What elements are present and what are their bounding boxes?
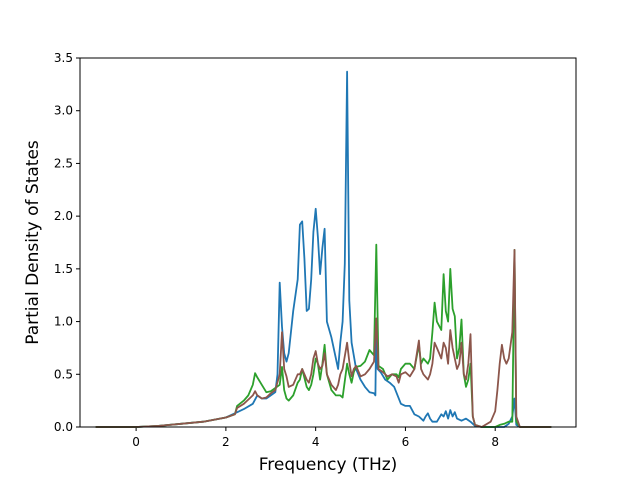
x-tick-label: 4 [312, 435, 320, 449]
y-tick-label: 0.0 [54, 420, 73, 434]
plot-frame [79, 57, 577, 428]
y-tick-label: 3.5 [54, 51, 73, 65]
x-tick-label: 0 [132, 435, 140, 449]
series-layer [95, 70, 552, 428]
y-tick-label: 0.5 [54, 367, 73, 381]
series-line-1 [95, 70, 552, 428]
series-line-3 [95, 248, 552, 428]
y-tick-label: 2.0 [54, 209, 73, 223]
x-tick-label: 8 [491, 435, 499, 449]
x-axis-label: Frequency (THz) [259, 455, 398, 475]
x-tick-label: 2 [222, 435, 230, 449]
y-tick-label: 2.5 [54, 156, 73, 170]
y-axis-label: Partial Density of States [23, 140, 43, 345]
series-line-2 [95, 243, 552, 428]
x-axis-ticks: 0 2 4 6 8 [132, 427, 499, 449]
y-tick-label: 1.5 [54, 262, 73, 276]
y-axis-ticks: 0.0 0.5 1.0 1.5 2.0 2.5 3.0 3.5 [54, 51, 80, 434]
y-tick-label: 1.0 [54, 315, 73, 329]
y-tick-label: 3.0 [54, 104, 73, 118]
x-tick-label: 6 [402, 435, 410, 449]
